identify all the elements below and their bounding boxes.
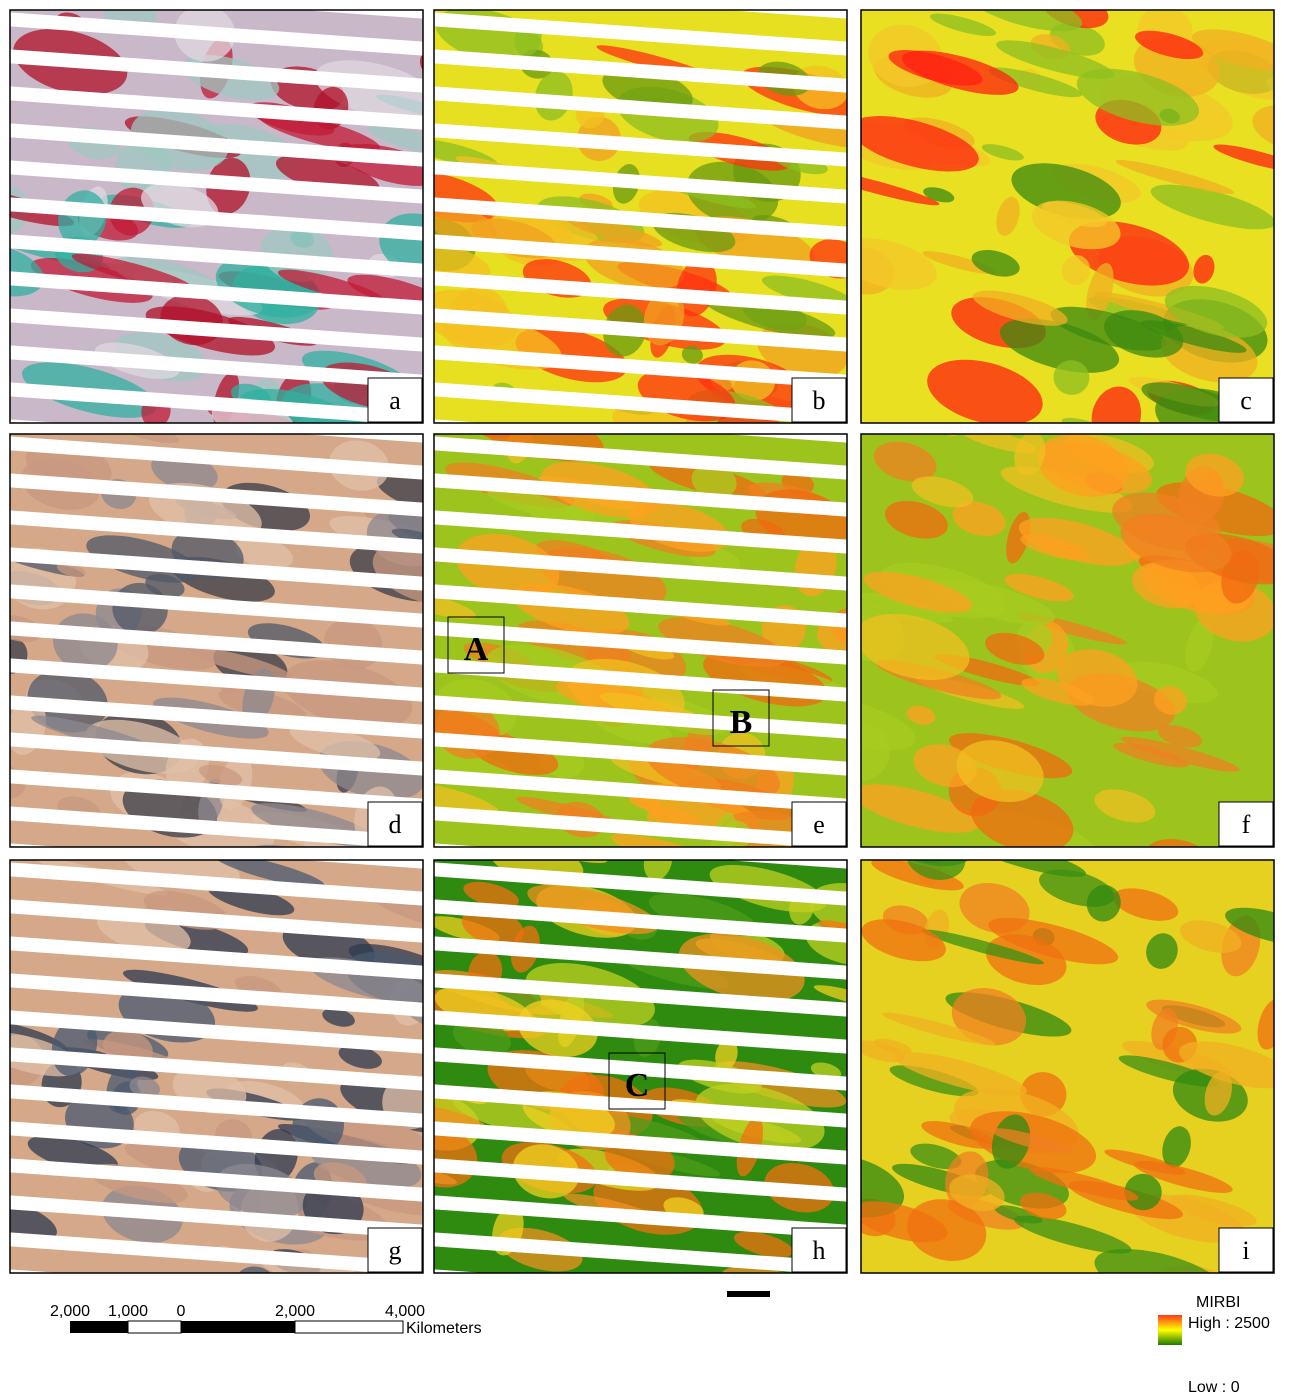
region-label: C: [625, 1067, 650, 1104]
scale-tick: 0: [177, 1303, 186, 1320]
scale-unit: Kilometers: [406, 1320, 482, 1337]
legend-title: MIRBI: [1196, 1294, 1240, 1311]
panel-label: i: [1242, 1236, 1249, 1265]
small-bar: [727, 1291, 770, 1297]
panel-label: b: [813, 386, 826, 415]
panel: [0, 0, 465, 500]
panel: [0, 362, 504, 924]
region-label: A: [464, 631, 489, 668]
texture: [0, 313, 1, 349]
region-label: B: [730, 704, 753, 741]
scale-tick: 1,000: [108, 1303, 148, 1320]
panel-label: g: [389, 1236, 402, 1265]
texture: [1284, 508, 1299, 545]
scale-tick: 2,000: [275, 1303, 315, 1320]
panel: [366, 0, 872, 500]
legend-high: High : 2500: [1188, 1315, 1270, 1332]
panel-label: f: [1242, 810, 1251, 839]
legend-low: Low : 0: [1188, 1379, 1240, 1396]
texture: [688, 1271, 725, 1309]
scale-tick: 4,000: [385, 1303, 425, 1320]
gap-stripe: [429, 1306, 852, 1350]
scale-tick: 2,000: [50, 1303, 90, 1320]
panel-label: d: [389, 810, 402, 839]
gap-stripe: [429, 1269, 852, 1313]
page: a b c d e f g h i A B C 2,000 1,000 0 2,000 4,000Kilome…: [0, 0, 1299, 1397]
panel-label: a: [389, 386, 401, 415]
panel-label: e: [813, 810, 825, 839]
panel: [0, 788, 502, 1350]
scale-bar: [70, 1321, 403, 1333]
panel-label: h: [813, 1236, 826, 1265]
legend-ramp: [1158, 1315, 1182, 1345]
panel-label: c: [1240, 386, 1252, 415]
figure: a b c d e f g h i A B C 2,000 1,000 0 2,000 4,000Kilome…: [0, 0, 1299, 1397]
texture: [907, 0, 941, 10]
